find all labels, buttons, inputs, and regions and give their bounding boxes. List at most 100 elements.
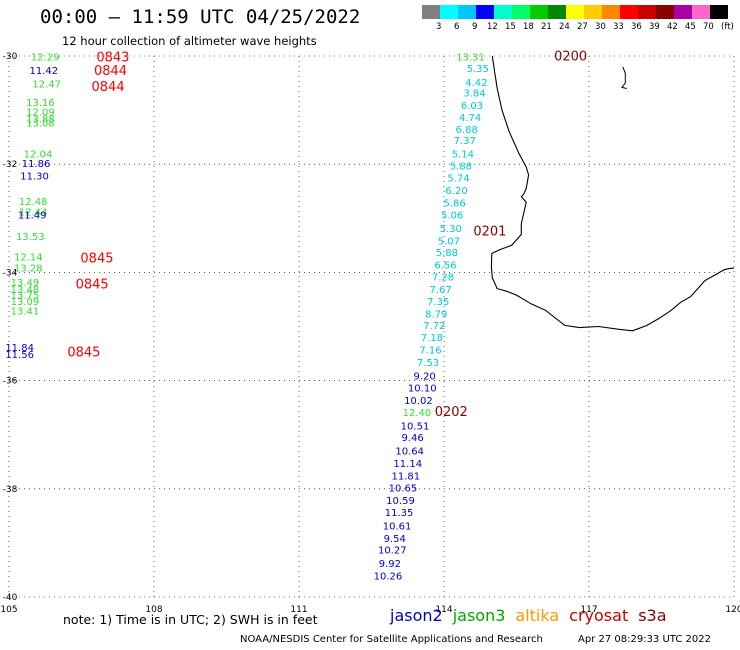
island-path: [621, 66, 627, 89]
wave-height-label: 13.49: [11, 278, 40, 289]
coastline: [490, 55, 735, 332]
color-swatch: [440, 5, 458, 19]
lat-tick-label: -38: [3, 485, 18, 495]
wave-height-label: 7.53: [417, 358, 439, 369]
color-swatch: [674, 5, 692, 19]
wave-height-label: 11.49: [18, 210, 47, 221]
wave-height-label: 9.20: [414, 372, 436, 383]
pass-time-label: 0201: [473, 225, 506, 240]
wave-height-label: 11.81: [391, 472, 420, 483]
wave-height-label: 13.09: [11, 297, 40, 308]
lon-tick-label: 111: [290, 605, 307, 615]
wave-height-label: 5.06: [441, 210, 463, 221]
color-swatch: [710, 5, 728, 19]
lon-tick-label: 117: [580, 605, 597, 615]
lon-tick-label: 108: [145, 605, 162, 615]
wave-height-label: 6.20: [445, 186, 467, 197]
wave-height-label: 13.48: [11, 285, 40, 296]
lon-tick-label: 120: [725, 605, 740, 615]
satellite-legend: jason2 jason3 altika cryosat s3a: [390, 606, 677, 625]
color-scale-label: 15: [505, 22, 516, 32]
color-scale-label: 24: [559, 22, 570, 32]
wave-height-label: 4.42: [465, 78, 487, 89]
wave-height-label: 13.08: [26, 118, 55, 129]
wave-height-label: 11.84: [5, 343, 34, 354]
wave-height-label: 10.61: [383, 521, 412, 532]
pass-time-label: 0845: [67, 345, 100, 360]
wave-height-label: 13.88: [26, 115, 55, 126]
color-swatch: [530, 5, 548, 19]
color-scale-label: 70: [703, 22, 714, 32]
color-scale-label: 30: [595, 22, 606, 32]
wave-height-label: 12.44: [19, 208, 48, 219]
wave-height-label: 7.37: [454, 136, 476, 147]
wave-height-label: 10.27: [378, 546, 407, 557]
wave-height-label: 11.42: [29, 66, 58, 77]
wave-height-label: 5.88: [450, 162, 472, 173]
legend-altika: altika: [515, 606, 560, 625]
wave-height-label: 11.35: [385, 508, 414, 519]
lat-tick-label: -34: [3, 268, 18, 278]
wave-height-label: 11.56: [5, 350, 34, 361]
color-scale-label: 45: [685, 22, 696, 32]
color-scale-label: 42: [667, 22, 678, 32]
footer-credit: NOAA/NESDIS Center for Satellite Applica…: [240, 634, 543, 645]
color-scale-label: 9: [472, 22, 478, 32]
wave-height-label: 13.53: [16, 232, 45, 243]
color-swatch: [548, 5, 566, 19]
legend-jason3: jason3: [452, 606, 506, 625]
color-scale-label: 18: [523, 22, 534, 32]
axis-ticks: 105 108 111 114 117 120 -30 -32 -34 -36 -38 -40: [0, 52, 740, 615]
footer-timestamp: Apr 27 08:29:33 UTC 2022: [578, 634, 711, 645]
color-scale-unit: (ft): [721, 22, 734, 32]
wave-height-label: 13.31: [456, 52, 485, 63]
color-scale-label: 21: [541, 22, 552, 32]
wave-height-label: 11.86: [22, 159, 51, 170]
wave-height-label: 9.46: [401, 433, 423, 444]
observation-labels: 13.315.354.423.846.034.746.887.375.145.8…: [5, 52, 489, 582]
color-swatch: [476, 5, 494, 19]
color-scale-label: 39: [649, 22, 660, 32]
wave-height-label: 5.07: [438, 236, 460, 247]
wave-height-label: 12.04: [24, 150, 53, 161]
pass-time-label: 0200: [554, 49, 587, 64]
wave-height-label: 7.72: [423, 321, 445, 332]
color-scale-label: 33: [613, 22, 624, 32]
lon-tick-label: 114: [435, 605, 452, 615]
wave-height-label: 13.16: [26, 98, 55, 109]
color-scale-label: 6: [454, 22, 460, 32]
wave-height-label: 5.14: [452, 150, 474, 161]
legend-s3a: s3a: [638, 606, 667, 625]
lat-tick-label: -32: [3, 160, 18, 170]
wave-height-label: 12.29: [31, 52, 60, 63]
color-swatch: [584, 5, 602, 19]
pass-time-label: 0843: [96, 50, 129, 65]
wave-height-label: 12.48: [19, 197, 48, 208]
wave-height-label: 5.86: [444, 198, 466, 209]
wave-height-label: 7.28: [432, 273, 454, 284]
wave-height-label: 12.09: [26, 108, 55, 119]
wave-height-label: 10.51: [401, 421, 430, 432]
color-scale-label: 3: [436, 22, 442, 32]
coastline-path: [490, 55, 735, 332]
wave-height-label: 13.28: [14, 263, 43, 274]
color-swatch: [566, 5, 584, 19]
note-text: note: 1) Time is in UTC; 2) SWH is in fe…: [63, 612, 318, 627]
map-title: 00:00 – 11:59 UTC 04/25/2022: [40, 6, 361, 28]
color-scale-label: 27: [577, 22, 588, 32]
color-swatch: [422, 5, 440, 19]
color-swatch: [692, 5, 710, 19]
color-scale-label: 12: [487, 22, 498, 32]
wave-height-label: 5.74: [447, 174, 469, 185]
legend-jason2: jason2: [390, 606, 443, 625]
pass-time-label: 0844: [94, 64, 127, 79]
wave-height-label: 13.75: [11, 290, 40, 301]
color-swatch: [458, 5, 476, 19]
wave-height-label: 12.40: [403, 408, 432, 419]
legend-cryosat: cryosat: [569, 606, 629, 625]
wave-height-label: 4.74: [459, 113, 481, 124]
wave-height-label: 9.92: [379, 559, 401, 570]
color-swatch: [638, 5, 656, 19]
